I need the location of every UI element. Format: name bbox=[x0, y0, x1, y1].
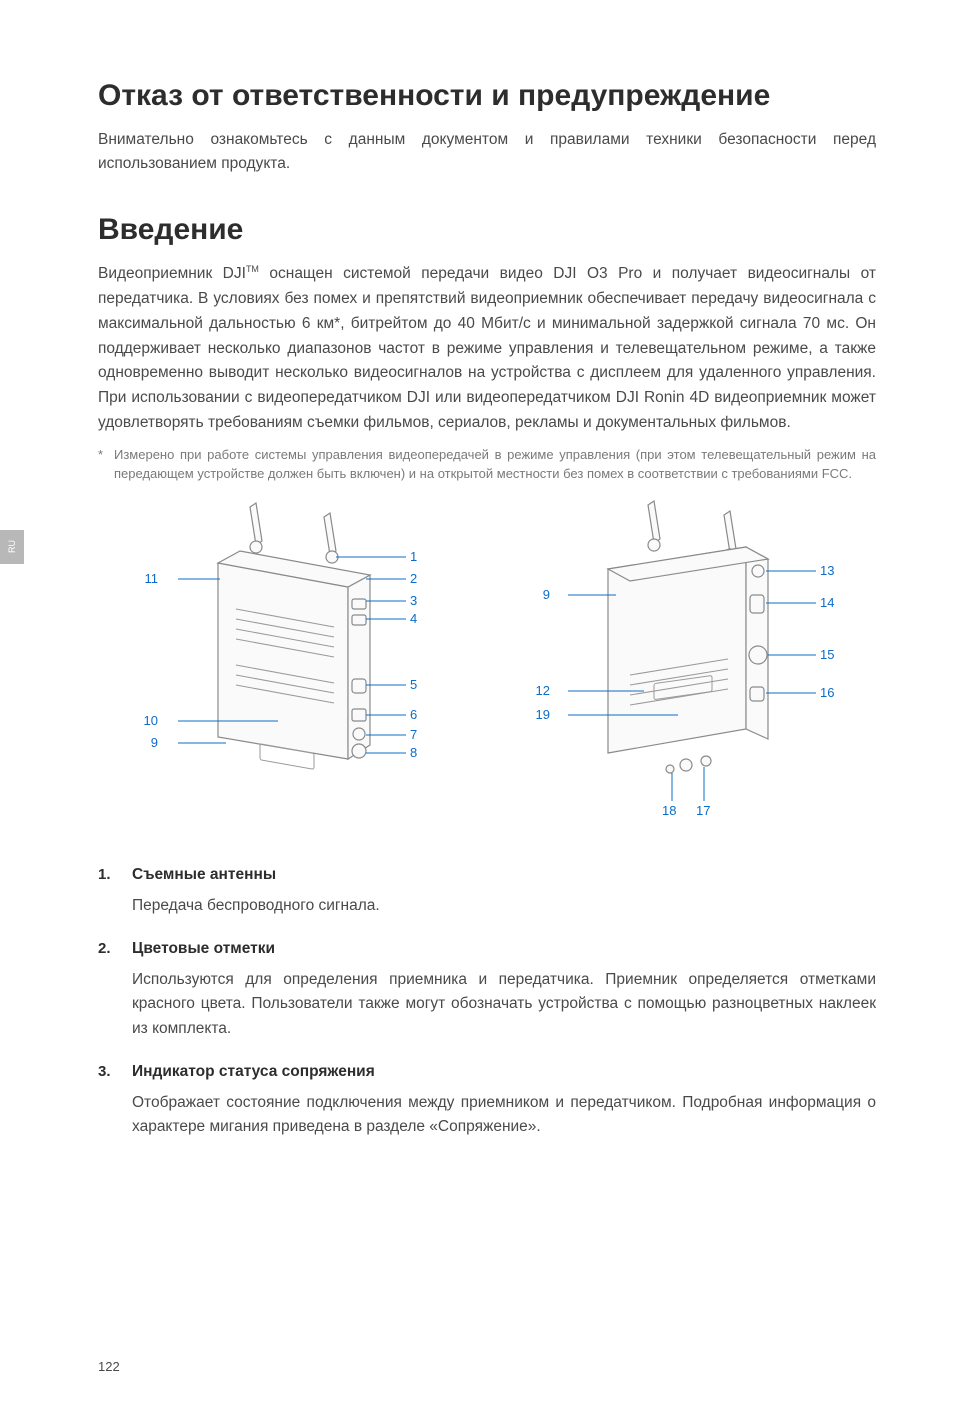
callout-14: 14 bbox=[820, 595, 834, 610]
introduction-heading: Введение bbox=[98, 212, 876, 248]
footnote: * Измерено при работе системы управления… bbox=[98, 446, 876, 484]
callout-13: 13 bbox=[820, 563, 834, 578]
language-side-tab: RU bbox=[0, 530, 24, 564]
callout-3: 3 bbox=[410, 593, 417, 608]
list-item: 1. Съемные антенны Передача беспроводног… bbox=[98, 866, 876, 932]
page-number: 122 bbox=[98, 1359, 120, 1374]
list-item: 2. Цветовые отметки Используются для опр… bbox=[98, 940, 876, 1054]
tm-mark: TM bbox=[246, 264, 259, 274]
item-number: 1. bbox=[98, 866, 132, 932]
diagram-front: 1 2 3 4 5 6 7 8 11 10 9 bbox=[108, 499, 468, 834]
callout-9b: 9 bbox=[543, 587, 550, 602]
page-content: Отказ от ответственности и предупреждени… bbox=[0, 0, 954, 1201]
diagram-row: 1 2 3 4 5 6 7 8 11 10 9 bbox=[98, 499, 876, 834]
item-title: Съемные антенны bbox=[132, 866, 876, 884]
callout-17: 17 bbox=[696, 803, 710, 818]
diagram-back: 13 14 15 16 9 12 19 18 17 bbox=[488, 499, 868, 834]
callout-19: 19 bbox=[536, 707, 550, 722]
device-front bbox=[218, 503, 370, 769]
callout-10: 10 bbox=[144, 713, 158, 728]
item-number: 3. bbox=[98, 1063, 132, 1153]
callout-2: 2 bbox=[410, 571, 417, 586]
item-title: Индикатор статуса сопряжения bbox=[132, 1063, 876, 1081]
item-desc: Используются для определения приемника и… bbox=[132, 968, 876, 1040]
callout-15: 15 bbox=[820, 647, 834, 662]
feature-list: 1. Съемные антенны Передача беспроводног… bbox=[98, 866, 876, 1152]
footnote-marker: * bbox=[98, 446, 103, 465]
item-desc: Отображает состояние подключения между п… bbox=[132, 1091, 876, 1139]
callout-4: 4 bbox=[410, 611, 417, 626]
callout-16: 16 bbox=[820, 685, 834, 700]
footnote-text: Измерено при работе системы управления в… bbox=[114, 447, 876, 481]
intro-prefix: Видеоприемник DJI bbox=[98, 265, 246, 282]
disclaimer-heading: Отказ от ответственности и предупреждени… bbox=[98, 78, 876, 114]
callout-18: 18 bbox=[662, 803, 676, 818]
callout-11: 11 bbox=[145, 571, 159, 586]
item-title: Цветовые отметки bbox=[132, 940, 876, 958]
device-back bbox=[608, 501, 768, 773]
item-desc: Передача беспроводного сигнала. bbox=[132, 894, 876, 918]
callout-5: 5 bbox=[410, 677, 417, 692]
introduction-paragraph: Видеоприемник DJITM оснащен системой пер… bbox=[98, 262, 876, 436]
callout-6: 6 bbox=[410, 707, 417, 722]
intro-body: оснащен системой передачи видео DJI O3 P… bbox=[98, 265, 876, 431]
callout-9: 9 bbox=[151, 735, 158, 750]
diagram-back-svg: 13 14 15 16 9 12 19 18 17 bbox=[488, 499, 868, 829]
callout-12: 12 bbox=[536, 683, 550, 698]
diagram-front-svg: 1 2 3 4 5 6 7 8 11 10 9 bbox=[108, 499, 468, 829]
callout-8: 8 bbox=[410, 745, 417, 760]
callout-7: 7 bbox=[410, 727, 417, 742]
disclaimer-paragraph: Внимательно ознакомьтесь с данным докуме… bbox=[98, 128, 876, 176]
item-number: 2. bbox=[98, 940, 132, 1054]
callouts-back-right: 13 14 15 16 bbox=[766, 563, 834, 700]
list-item: 3. Индикатор статуса сопряжения Отобража… bbox=[98, 1063, 876, 1153]
callouts-back-bottom: 18 17 bbox=[662, 767, 710, 818]
callout-1: 1 bbox=[410, 549, 417, 564]
